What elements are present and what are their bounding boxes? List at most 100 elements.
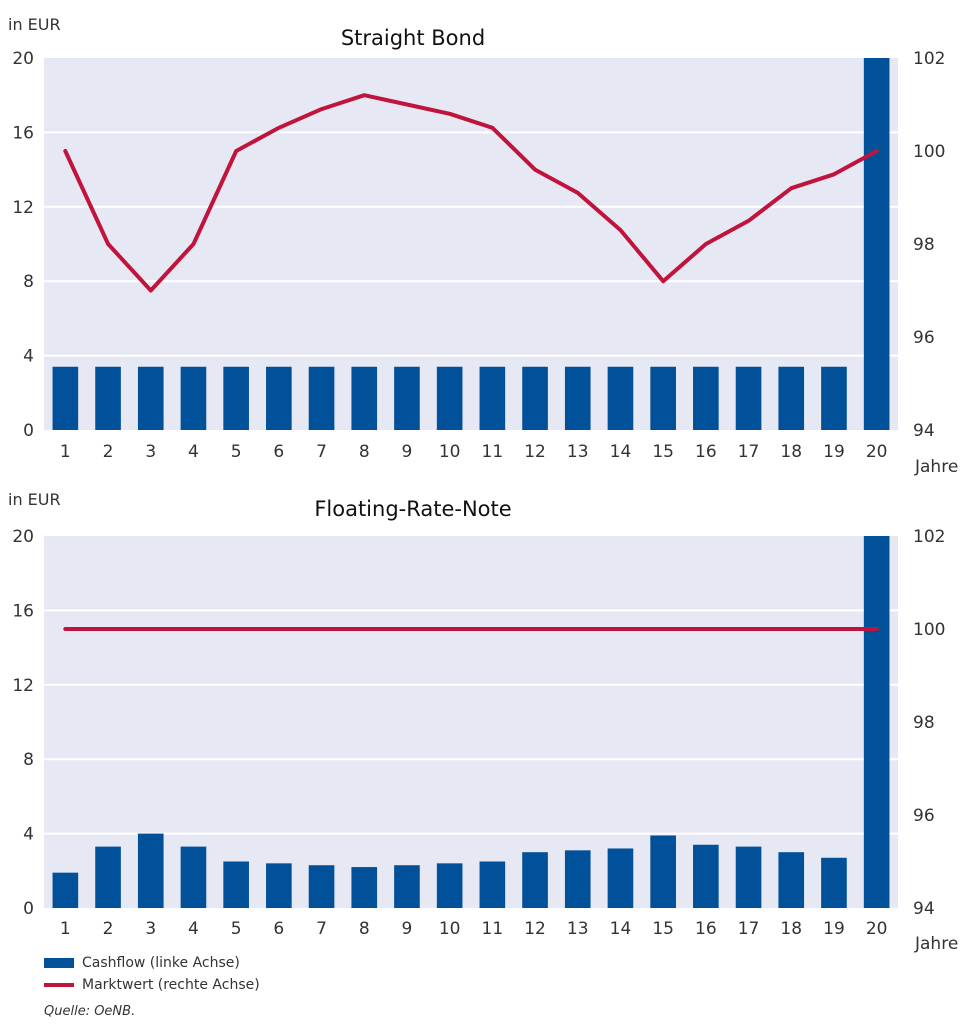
x-tick-straight: 3	[145, 442, 156, 462]
y-left-tick-straight: 16	[12, 123, 34, 143]
y-left-tick-straight: 12	[12, 198, 34, 218]
y-right-tick-straight: 98	[913, 235, 935, 255]
bar-straight-4	[180, 366, 207, 430]
y-left-tick-frn: 16	[12, 601, 34, 621]
x-tick-frn: 16	[695, 919, 717, 939]
bar-straight-11	[479, 366, 506, 430]
legend-label-marktwert: Marktwert (rechte Achse)	[82, 977, 260, 993]
x-tick-straight: 2	[103, 442, 114, 462]
x-tick-frn: 7	[316, 919, 327, 939]
bar-straight-7	[308, 366, 335, 430]
bar-frn-2	[95, 846, 121, 908]
y-left-tick-frn: 4	[23, 825, 34, 845]
x-tick-straight: 16	[695, 442, 717, 462]
y-left-tick-straight: 20	[12, 49, 34, 69]
x-tick-frn: 10	[439, 919, 461, 939]
bar-frn-5	[223, 861, 249, 908]
line-straight	[63, 93, 879, 293]
x-axis-label-straight: Jahre	[914, 457, 958, 477]
x-tick-frn: 8	[359, 919, 370, 939]
bar-frn-3	[137, 833, 164, 908]
x-tick-straight: 6	[273, 442, 284, 462]
bar-straight-3	[137, 366, 164, 430]
y-right-tick-straight: 100	[913, 142, 945, 162]
y-left-tick-frn: 20	[12, 527, 34, 547]
x-axis-label-frn: Jahre	[914, 934, 958, 954]
legend-label-cashflow: Cashflow (linke Achse)	[82, 955, 240, 971]
x-tick-frn: 9	[402, 919, 413, 939]
bar-frn-11	[479, 861, 506, 908]
y-right-tick-frn: 102	[913, 527, 945, 547]
x-tick-frn: 20	[866, 919, 888, 939]
x-tick-straight: 7	[316, 442, 327, 462]
y-right-tick-frn: 96	[913, 806, 935, 826]
x-tick-frn: 5	[231, 919, 242, 939]
x-tick-frn: 11	[482, 919, 504, 939]
x-tick-frn: 12	[524, 919, 546, 939]
x-tick-straight: 13	[567, 442, 589, 462]
x-tick-straight: 14	[610, 442, 632, 462]
bar-frn-18	[778, 852, 805, 908]
y-right-tick-straight: 94	[913, 421, 935, 441]
x-tick-frn: 18	[780, 919, 802, 939]
x-tick-straight: 10	[439, 442, 461, 462]
x-tick-straight: 9	[402, 442, 413, 462]
x-tick-frn: 2	[103, 919, 114, 939]
x-tick-frn: 13	[567, 919, 589, 939]
y-right-tick-straight: 96	[913, 328, 935, 348]
bar-frn-15	[650, 835, 676, 908]
y-left-tick-frn: 12	[12, 676, 34, 696]
bar-straight-1	[52, 366, 79, 430]
bar-straight-8	[351, 366, 378, 430]
bar-frn-8	[351, 867, 378, 908]
bar-straight-20	[863, 58, 890, 430]
bar-straight-9	[394, 366, 420, 430]
x-tick-straight: 5	[231, 442, 242, 462]
bar-straight-16	[693, 366, 719, 430]
legend-item-cashflow: Cashflow (linke Achse)	[44, 952, 260, 974]
y-left-tick-straight: 8	[23, 272, 34, 292]
x-tick-frn: 17	[738, 919, 760, 939]
y-left-tick-straight: 0	[23, 421, 34, 441]
plot-area-frn	[44, 536, 898, 908]
y-right-tick-frn: 94	[913, 899, 935, 919]
x-tick-straight: 18	[780, 442, 802, 462]
legend-swatch-line	[44, 983, 74, 987]
x-tick-frn: 14	[610, 919, 632, 939]
bar-frn-17	[735, 846, 762, 908]
bar-straight-12	[522, 366, 548, 430]
bar-frn-14	[607, 848, 634, 908]
bar-frn-1	[52, 872, 79, 908]
bar-straight-10	[436, 366, 463, 430]
x-tick-straight: 17	[738, 442, 760, 462]
y-left-unit-frn: in EUR	[8, 490, 61, 509]
x-tick-straight: 11	[482, 442, 504, 462]
source-note: Quelle: OeNB.	[44, 1004, 136, 1019]
y-left-tick-straight: 4	[23, 347, 34, 367]
bar-straight-2	[95, 366, 121, 430]
x-tick-frn: 4	[188, 919, 199, 939]
legend-swatch-bar	[44, 958, 74, 968]
bar-straight-19	[821, 366, 847, 430]
bar-frn-9	[394, 865, 420, 908]
bar-straight-6	[266, 366, 292, 430]
plot-area-straight	[44, 58, 898, 430]
legend: Cashflow (linke Achse) Marktwert (rechte…	[44, 952, 260, 996]
y-right-tick-straight: 102	[913, 49, 945, 69]
chart-title-frn: Floating-Rate-Note	[314, 497, 511, 521]
bar-straight-18	[778, 366, 805, 430]
bar-straight-5	[223, 366, 249, 430]
y-right-tick-frn: 100	[913, 620, 945, 640]
x-tick-straight: 4	[188, 442, 199, 462]
x-tick-frn: 1	[60, 919, 71, 939]
bar-frn-19	[821, 857, 847, 908]
bar-frn-13	[564, 850, 591, 908]
y-left-tick-frn: 8	[23, 750, 34, 770]
x-tick-straight: 20	[866, 442, 888, 462]
chart-title-straight: Straight Bond	[341, 26, 485, 50]
bar-frn-7	[308, 865, 335, 908]
bar-frn-10	[436, 863, 463, 908]
y-right-tick-frn: 98	[913, 713, 935, 733]
bar-straight-13	[564, 366, 591, 430]
